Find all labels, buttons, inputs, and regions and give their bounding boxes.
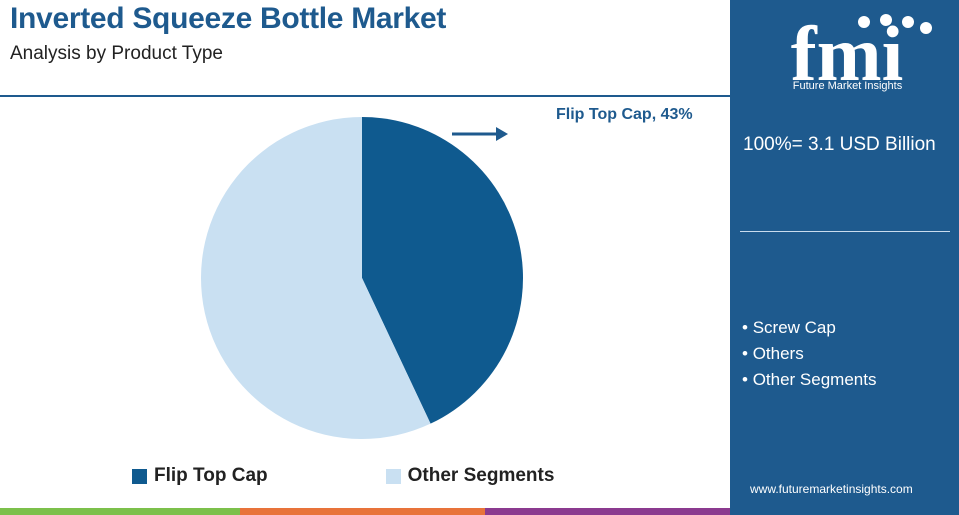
bar-segment xyxy=(730,508,959,515)
bar-segment xyxy=(0,508,240,515)
website-link[interactable]: www.futuremarketinsights.com xyxy=(750,482,913,496)
callout-arrow-icon xyxy=(452,127,508,141)
legend-item-other-segments: Other Segments xyxy=(385,465,555,487)
slice-data-label: Flip Top Cap, 43% xyxy=(556,106,693,123)
pie-chart xyxy=(200,117,523,440)
legend-label: Other Segments xyxy=(407,465,555,486)
list-item: Other Segments xyxy=(742,370,877,396)
pie-slice-other-segments xyxy=(200,117,431,440)
fmi-logo: fmi xyxy=(791,10,932,97)
info-panel: fmi Future Market Insights 100%= 3.1 USD… xyxy=(730,0,959,508)
list-item: Others xyxy=(742,344,876,370)
logo-caption: Future Market Insights xyxy=(792,80,903,92)
pie-slice-flip-top-cap xyxy=(362,117,523,424)
list-item: Screw Cap xyxy=(742,318,876,344)
chart-title: Inverted Squeeze Bottle Market xyxy=(10,2,447,35)
legend-item-flip-top-cap: Flip Top Cap xyxy=(132,465,268,487)
panel-divider xyxy=(740,231,950,232)
legend-swatch xyxy=(132,468,147,484)
chart-legend: Flip Top Cap Other Segments xyxy=(132,465,672,487)
market-total: 100%= 3.1 USD Billion xyxy=(743,134,936,155)
legend-label: Flip Top Cap xyxy=(154,465,268,486)
bar-segment xyxy=(240,508,485,515)
chart-subtitle: Analysis by Product Type xyxy=(10,43,223,64)
bottom-color-bar xyxy=(0,508,959,515)
bar-segment xyxy=(485,508,730,515)
legend-swatch xyxy=(385,468,401,484)
header-divider xyxy=(0,95,730,97)
segment-list: Screw Cap Others Other Segments xyxy=(742,318,877,396)
